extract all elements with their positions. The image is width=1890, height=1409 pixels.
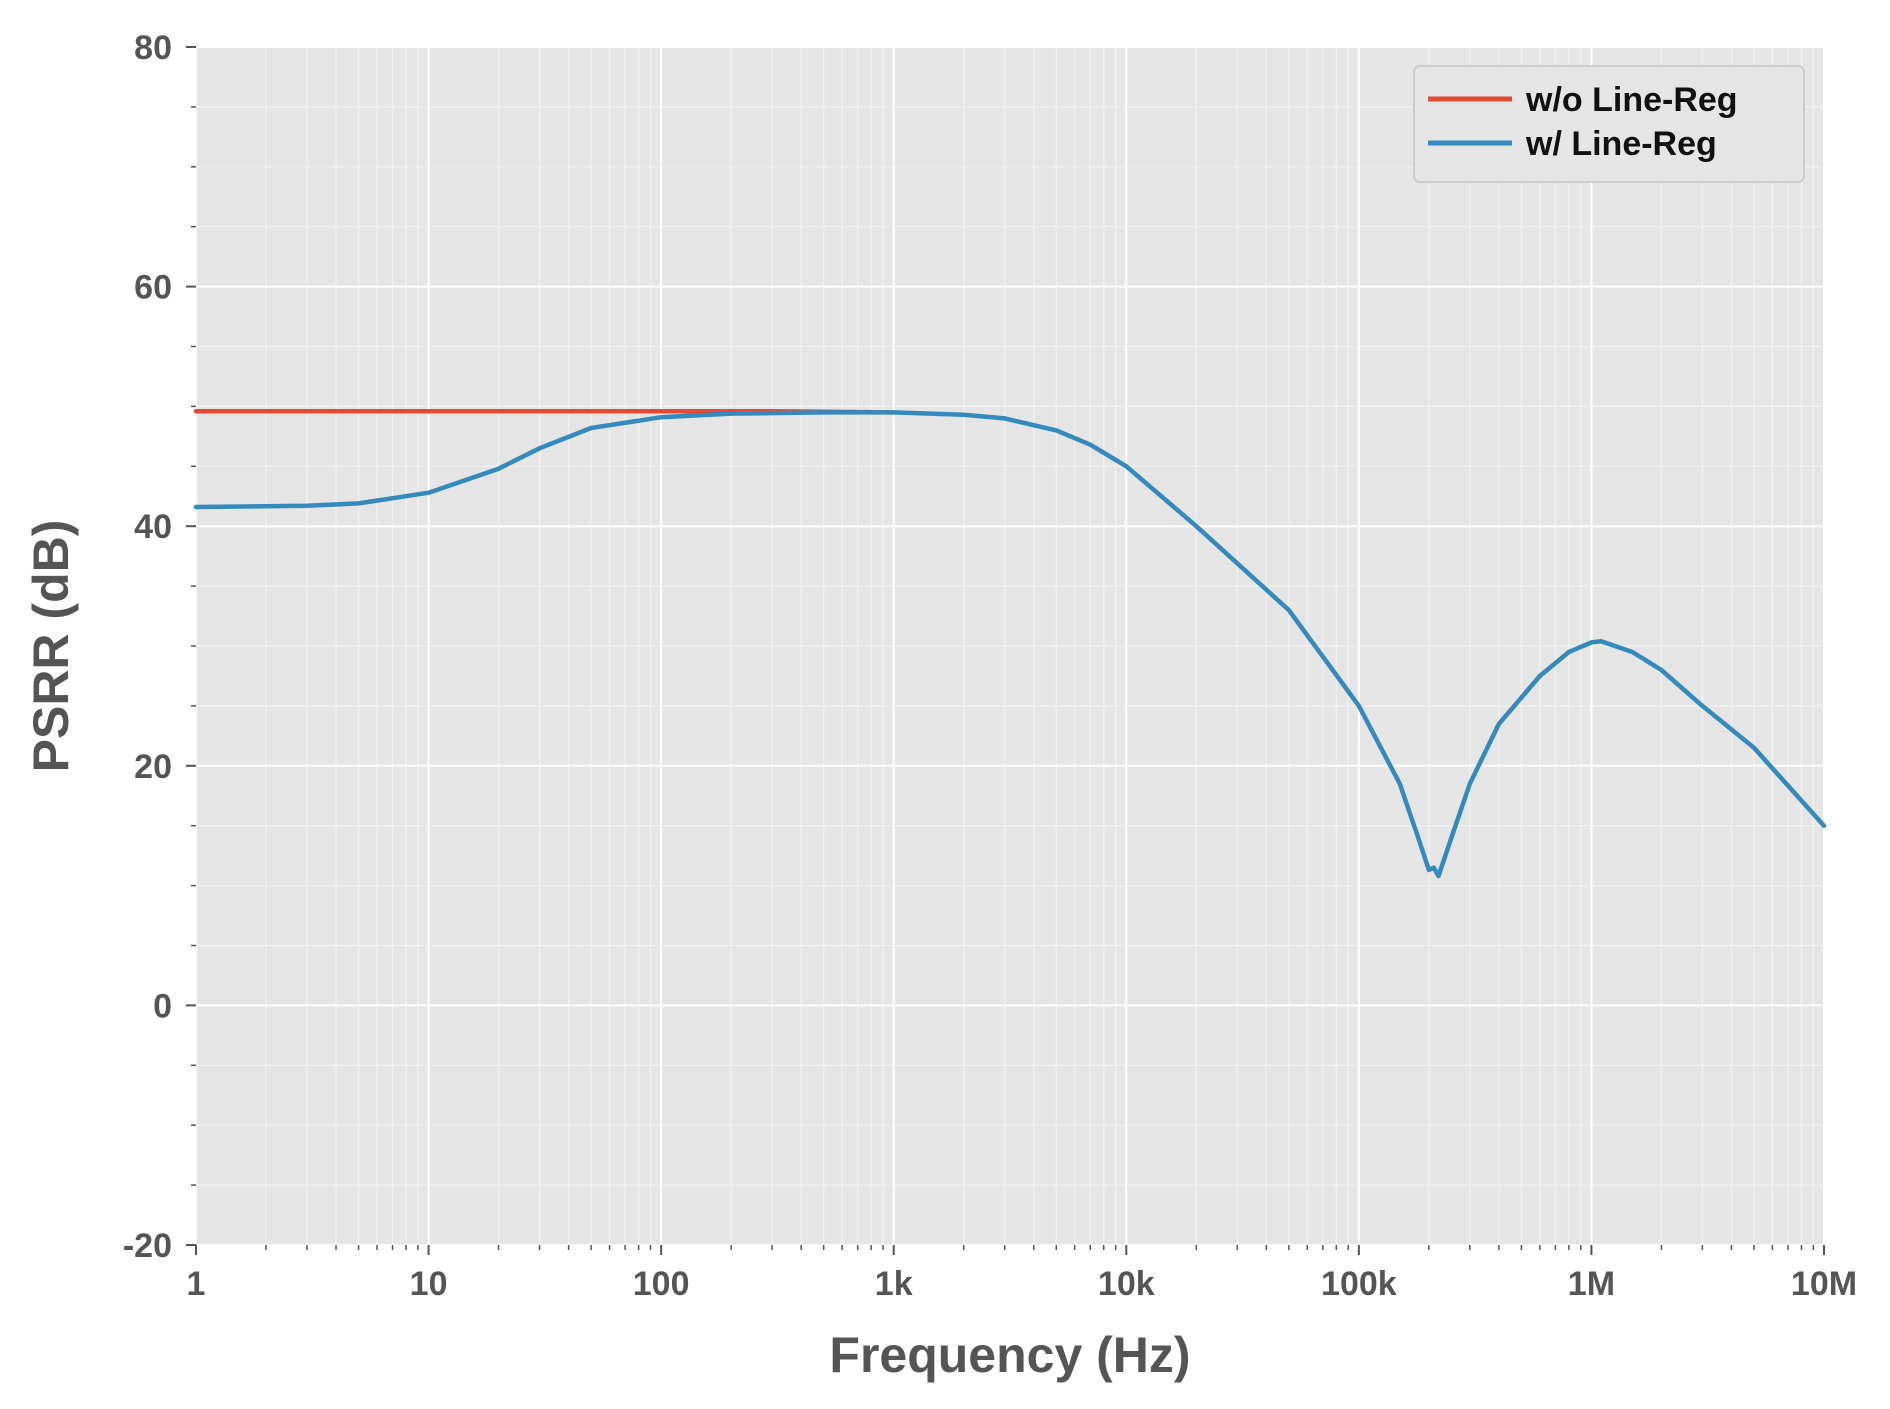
- y-tick-label: -20: [123, 1227, 172, 1265]
- y-tick-label: 0: [153, 987, 172, 1025]
- legend-label-wo-line-reg: w/o Line-Reg: [1525, 81, 1738, 119]
- axis-ticks: [186, 46, 1825, 1255]
- y-tick-label: 80: [134, 29, 172, 67]
- x-tick-label: 10: [410, 1265, 448, 1303]
- legend: w/o Line-Reg w/ Line-Reg: [1413, 65, 1805, 183]
- series-lines: [193, 408, 1827, 879]
- x-tick-label: 1k: [875, 1265, 913, 1303]
- x-tick-label: 1: [187, 1265, 206, 1303]
- y-tick-label: 20: [134, 748, 172, 786]
- minor-grid: [196, 47, 1824, 1245]
- x-tick-label: 100k: [1321, 1265, 1397, 1303]
- y-tick-label: 60: [134, 269, 172, 307]
- legend-box: [1413, 65, 1805, 183]
- series-line-w-line-reg: [193, 410, 1827, 879]
- x-tick-label: 1M: [1568, 1265, 1615, 1303]
- legend-label-w-line-reg: w/ Line-Reg: [1525, 125, 1717, 163]
- x-axis-title: Frequency (Hz): [829, 1327, 1190, 1383]
- tick-labels: 1 10 100 1k 10k 100k 1M 10M -20 0 20 40 60 80: [123, 29, 1857, 1303]
- y-axis-title: PSRR (dB): [23, 520, 79, 773]
- x-tick-label: 100: [633, 1265, 690, 1303]
- x-tick-label: 10M: [1791, 1265, 1857, 1303]
- x-tick-label: 10k: [1098, 1265, 1155, 1303]
- y-tick-label: 40: [134, 508, 172, 546]
